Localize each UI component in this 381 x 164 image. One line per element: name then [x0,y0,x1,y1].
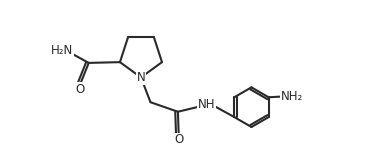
Text: O: O [76,83,85,96]
Text: H₂N: H₂N [51,44,73,57]
Text: NH₂: NH₂ [281,90,303,103]
Text: O: O [174,133,183,146]
Text: NH: NH [198,98,215,111]
Text: N: N [137,71,145,84]
